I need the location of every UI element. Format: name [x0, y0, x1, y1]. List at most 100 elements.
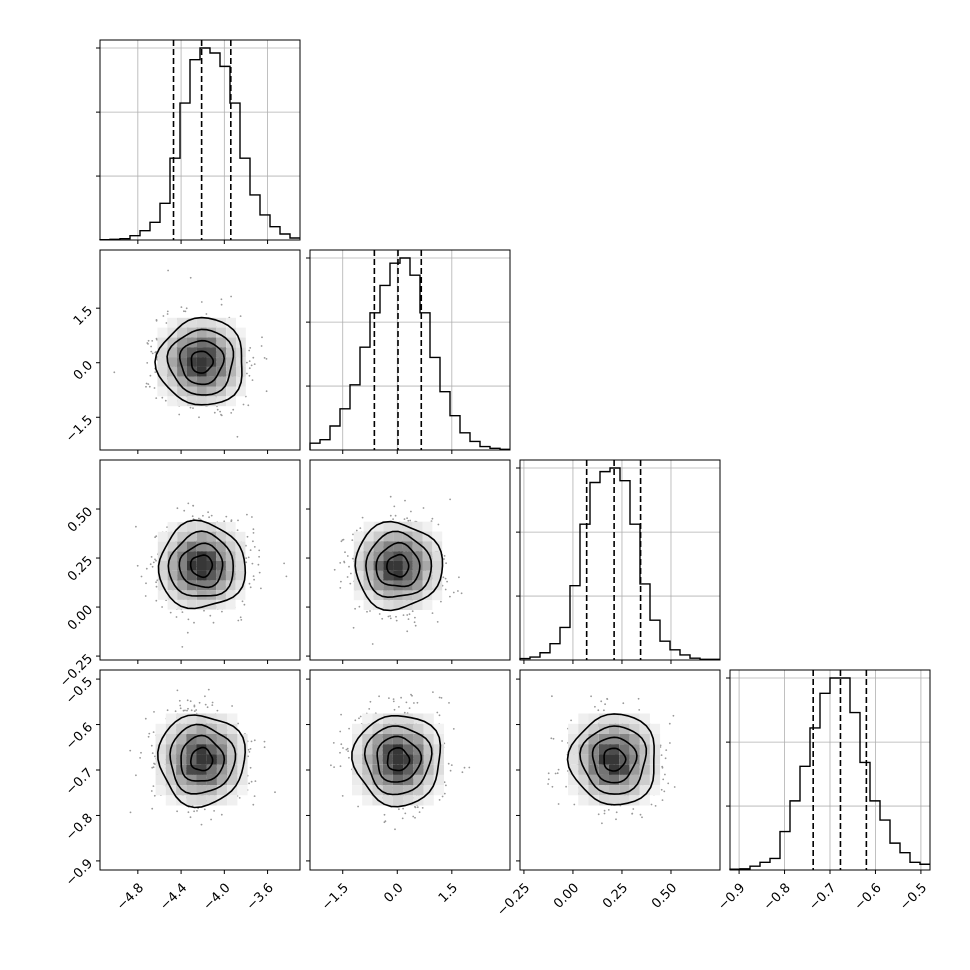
- sample-point: [342, 747, 344, 749]
- sample-point: [193, 621, 195, 624]
- sample-point: [151, 352, 154, 355]
- contour-line: [179, 339, 226, 386]
- sample-point: [448, 702, 450, 704]
- density-cell: [186, 396, 197, 407]
- density-cell: [352, 723, 363, 734]
- scatter-panel-2-1: [306, 459, 511, 664]
- sample-point: [333, 568, 336, 571]
- sample-point: [147, 735, 150, 738]
- sample-point: [135, 774, 137, 777]
- sample-point: [406, 517, 408, 520]
- sample-point: [246, 361, 248, 364]
- sample-point: [447, 762, 450, 765]
- sample-point: [198, 416, 200, 419]
- panel-frame: [99, 39, 301, 241]
- sample-point: [221, 610, 223, 613]
- sample-point: [193, 810, 196, 813]
- density-cell: [393, 561, 403, 571]
- sample-point: [437, 523, 440, 526]
- sample-point: [438, 696, 441, 699]
- density-cell: [206, 734, 217, 745]
- y-tick-label: −1.5: [63, 413, 96, 446]
- hist-panel-1: [306, 249, 511, 454]
- sample-point: [354, 607, 356, 610]
- density-cell: [187, 580, 197, 591]
- sample-point: [265, 358, 268, 360]
- sample-point: [209, 614, 212, 617]
- density-cell: [196, 580, 207, 591]
- sample-point: [263, 746, 266, 749]
- contour-line: [157, 519, 247, 610]
- sample-point: [445, 562, 447, 565]
- density-cell: [167, 396, 178, 407]
- density-cell: [187, 599, 197, 610]
- density-cell: [392, 734, 404, 745]
- sample-point: [442, 576, 445, 579]
- density-cell: [382, 744, 393, 755]
- density-cell: [206, 317, 217, 328]
- density-cell: [176, 785, 187, 796]
- sample-point: [449, 769, 452, 772]
- density-cell: [196, 327, 207, 338]
- y-tick-label: 0.00: [65, 602, 96, 633]
- sample-point: [210, 818, 213, 821]
- sample-point: [393, 505, 396, 508]
- density-cell: [196, 570, 207, 581]
- density-cell: [226, 317, 236, 328]
- sample-point: [354, 719, 357, 722]
- sample-point: [187, 811, 190, 814]
- density-cell: [403, 764, 414, 775]
- density-cell: [235, 590, 246, 600]
- density-cell: [216, 386, 227, 397]
- sample-point: [394, 828, 396, 831]
- sample-point: [181, 611, 184, 613]
- sample-point: [186, 709, 188, 712]
- sample-point: [155, 397, 158, 399]
- sample-point: [263, 740, 266, 743]
- sample-point: [179, 707, 182, 710]
- density-cell: [157, 541, 168, 552]
- sample-point: [180, 306, 183, 308]
- density-cell: [226, 376, 236, 387]
- sample-point: [185, 307, 188, 310]
- density-cell: [206, 744, 217, 755]
- sample-point: [463, 766, 466, 769]
- sample-point: [352, 626, 355, 629]
- sample-point: [167, 269, 170, 272]
- sample-point: [205, 313, 208, 315]
- sample-point: [176, 810, 179, 813]
- sample-point: [230, 295, 233, 298]
- sample-point: [444, 577, 447, 580]
- density-cell: [186, 386, 197, 397]
- sample-point: [166, 310, 169, 313]
- sample-point: [461, 771, 464, 774]
- sample-point: [241, 600, 244, 603]
- sample-point: [361, 516, 364, 519]
- sample-point: [381, 617, 384, 620]
- sample-point: [408, 613, 411, 616]
- sample-point: [184, 310, 187, 313]
- sample-point: [339, 587, 342, 589]
- sample-point: [341, 795, 344, 797]
- sample-point: [253, 578, 256, 581]
- density-cell: [206, 561, 217, 571]
- sample-point: [260, 587, 262, 590]
- sample-point: [169, 611, 172, 614]
- sample-point: [449, 595, 451, 598]
- x-tick-label: −3.6: [244, 881, 277, 914]
- density-cell: [196, 357, 207, 367]
- sample-point: [249, 586, 252, 589]
- density-cell: [196, 376, 207, 387]
- y-tick-label: 1.5: [71, 304, 96, 329]
- sample-point: [247, 404, 250, 407]
- sample-point: [248, 751, 251, 753]
- contour-line: [167, 530, 235, 597]
- histogram-step: [309, 257, 510, 451]
- density-cell: [383, 590, 394, 601]
- sample-point: [144, 595, 147, 597]
- sample-point: [216, 408, 219, 411]
- density-cell: [206, 580, 217, 591]
- sample-point: [150, 790, 153, 792]
- y-tick-label: −0.6: [63, 720, 96, 753]
- density-cell: [235, 531, 246, 542]
